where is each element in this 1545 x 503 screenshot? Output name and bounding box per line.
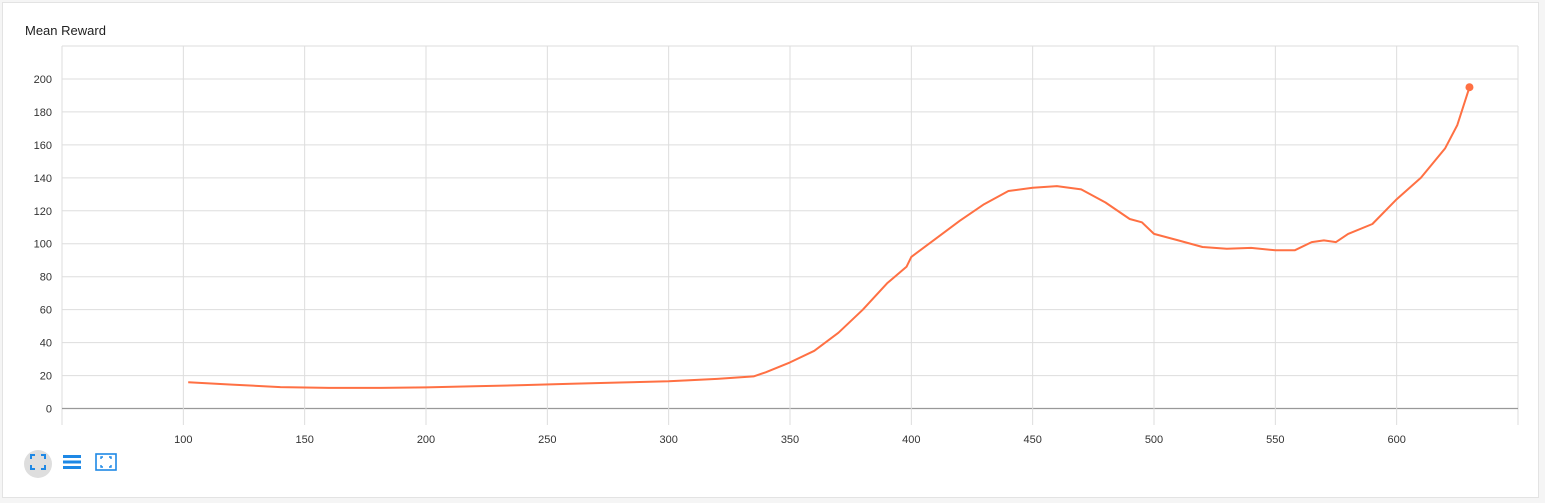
y-tick-label: 160 [34, 140, 52, 152]
x-tick-label: 150 [295, 434, 313, 446]
reset-zoom-button[interactable] [92, 450, 120, 478]
x-tick-label: 250 [538, 434, 556, 446]
y-tick-label: 120 [34, 206, 52, 218]
y-tick-label: 40 [40, 338, 52, 350]
series-last-point [1465, 83, 1474, 92]
y-tick-label: 200 [34, 74, 52, 86]
x-tick-label: 300 [659, 434, 677, 446]
x-tick-label: 500 [1145, 434, 1163, 446]
y-tick-label: 80 [40, 272, 52, 284]
fit-domain-button[interactable] [24, 450, 52, 478]
series-line [188, 86, 1471, 389]
chart-toolbar [24, 450, 120, 478]
x-tick-label: 550 [1266, 434, 1284, 446]
y-tick-label: 100 [34, 239, 52, 251]
x-tick-label: 350 [781, 434, 799, 446]
chart-title: Mean Reward [25, 23, 106, 38]
x-tick-label: 450 [1023, 434, 1041, 446]
fit-domain-icon [29, 453, 47, 476]
series-layer [188, 83, 1474, 389]
y-tick-label: 20 [40, 371, 52, 383]
reset-zoom-icon [95, 452, 117, 476]
y-tick-label: 180 [34, 107, 52, 119]
axes: 0 20 40 60 80 100 120 140 160 180 200 100 150 200 250 3… [34, 74, 1406, 446]
toggle-log-scale-icon [62, 453, 82, 476]
toggle-log-scale-button[interactable] [58, 450, 86, 478]
y-tick-label: 140 [34, 173, 52, 185]
x-tick-label: 600 [1387, 434, 1405, 446]
y-tick-label: 0 [46, 404, 52, 416]
x-tick-label: 400 [902, 434, 920, 446]
x-tick-label: 200 [417, 434, 435, 446]
x-tick-label: 100 [174, 434, 192, 446]
y-tick-label: 60 [40, 305, 52, 317]
grid-lines [61, 45, 1519, 425]
